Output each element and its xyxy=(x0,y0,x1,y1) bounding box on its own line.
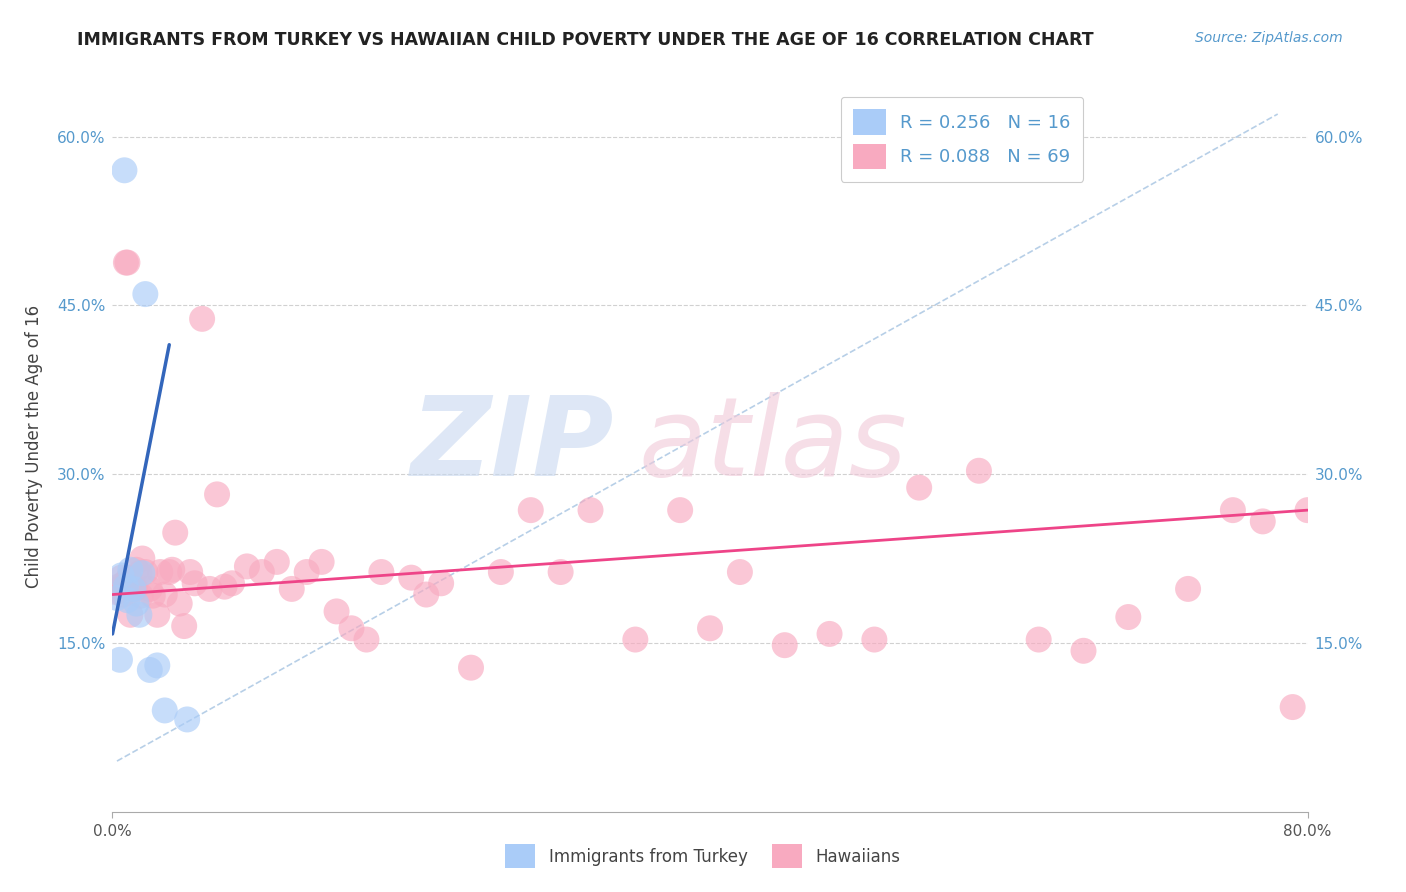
Point xyxy=(105,591,128,605)
Point xyxy=(115,255,138,269)
Point xyxy=(139,663,162,677)
Point xyxy=(221,576,243,591)
Point xyxy=(117,593,139,607)
Point xyxy=(162,563,183,577)
Point xyxy=(430,576,453,591)
Point xyxy=(281,582,304,596)
Y-axis label: Child Poverty Under the Age of 16: Child Poverty Under the Age of 16 xyxy=(25,304,44,588)
Point xyxy=(401,571,423,585)
Point xyxy=(134,565,156,579)
Point xyxy=(340,621,363,635)
Legend: Immigrants from Turkey, Hawaiians: Immigrants from Turkey, Hawaiians xyxy=(499,838,907,875)
Point xyxy=(325,604,347,618)
Point xyxy=(818,627,841,641)
Point xyxy=(142,589,165,603)
Point xyxy=(157,565,180,579)
Point xyxy=(1073,644,1095,658)
Point xyxy=(134,287,156,301)
Point xyxy=(115,580,138,594)
Point xyxy=(967,464,990,478)
Point xyxy=(1118,610,1140,624)
Point xyxy=(1296,503,1319,517)
Point xyxy=(579,503,602,517)
Point xyxy=(124,582,146,596)
Text: IMMIGRANTS FROM TURKEY VS HAWAIIAN CHILD POVERTY UNDER THE AGE OF 16 CORRELATION: IMMIGRANTS FROM TURKEY VS HAWAIIAN CHILD… xyxy=(77,31,1094,49)
Point xyxy=(125,563,148,577)
Point xyxy=(728,565,751,579)
Point xyxy=(114,576,135,591)
Text: Source: ZipAtlas.com: Source: ZipAtlas.com xyxy=(1195,31,1343,45)
Point xyxy=(146,607,169,622)
Point xyxy=(108,582,131,596)
Point xyxy=(149,565,172,579)
Point xyxy=(1028,632,1050,647)
Point xyxy=(107,580,129,594)
Point xyxy=(624,632,647,647)
Point xyxy=(415,588,437,602)
Point xyxy=(110,571,132,585)
Point xyxy=(128,566,150,581)
Point xyxy=(122,582,145,596)
Point xyxy=(129,589,152,603)
Point xyxy=(128,607,150,622)
Point xyxy=(699,621,721,635)
Point xyxy=(205,487,228,501)
Point xyxy=(125,597,148,611)
Point xyxy=(236,559,259,574)
Text: atlas: atlas xyxy=(638,392,907,500)
Point xyxy=(120,563,142,577)
Point xyxy=(1281,700,1303,714)
Point xyxy=(773,638,796,652)
Point xyxy=(121,580,143,594)
Point xyxy=(214,580,236,594)
Point xyxy=(356,632,378,647)
Point xyxy=(520,503,543,517)
Point xyxy=(370,565,392,579)
Point xyxy=(250,565,273,579)
Point xyxy=(146,658,169,673)
Point xyxy=(669,503,692,517)
Point xyxy=(131,566,153,581)
Point xyxy=(183,576,205,591)
Point xyxy=(176,713,198,727)
Point xyxy=(120,607,142,622)
Point xyxy=(105,585,128,599)
Point xyxy=(153,703,176,717)
Point xyxy=(311,555,333,569)
Point xyxy=(460,661,482,675)
Point xyxy=(173,619,195,633)
Point xyxy=(550,565,572,579)
Point xyxy=(295,565,318,579)
Point xyxy=(110,568,132,582)
Point xyxy=(191,311,214,326)
Point xyxy=(117,255,139,269)
Point xyxy=(1251,515,1274,529)
Point xyxy=(908,481,931,495)
Point xyxy=(1222,503,1244,517)
Point xyxy=(266,555,288,569)
Point xyxy=(114,163,135,178)
Point xyxy=(131,551,153,566)
Point xyxy=(489,565,512,579)
Point xyxy=(198,582,221,596)
Point xyxy=(863,632,886,647)
Point xyxy=(179,565,201,579)
Point xyxy=(118,571,141,585)
Point xyxy=(1177,582,1199,596)
Text: ZIP: ZIP xyxy=(411,392,614,500)
Point xyxy=(153,588,176,602)
Point xyxy=(108,653,131,667)
Point xyxy=(169,597,191,611)
Point xyxy=(139,582,162,596)
Point xyxy=(111,588,134,602)
Point xyxy=(165,525,187,540)
Legend: R = 0.256   N = 16, R = 0.088   N = 69: R = 0.256 N = 16, R = 0.088 N = 69 xyxy=(841,96,1084,182)
